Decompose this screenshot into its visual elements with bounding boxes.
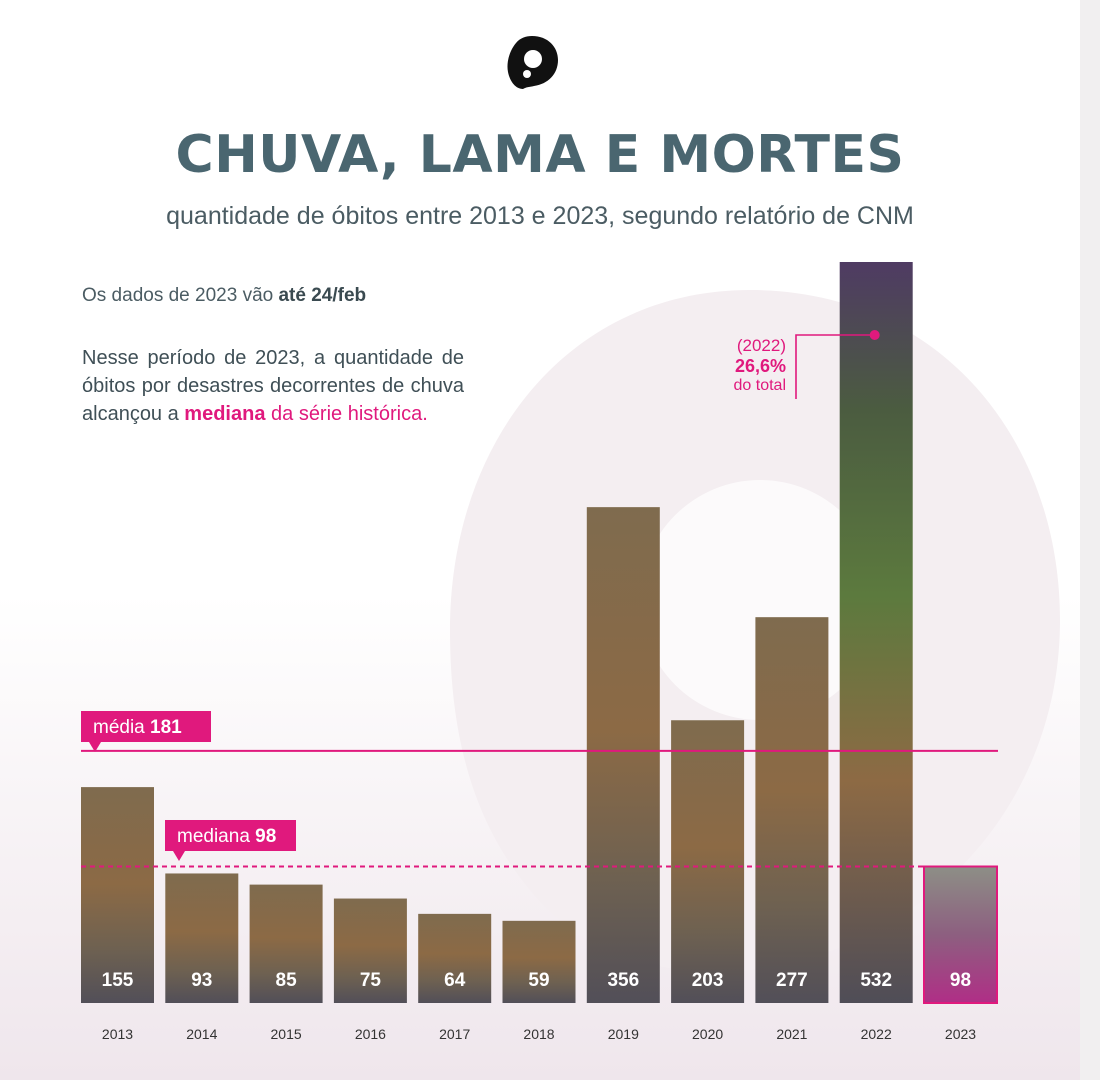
x-tick-label-2016: 2016: [355, 1026, 386, 1042]
x-tick-label-2015: 2015: [271, 1026, 302, 1042]
mean-tag-pointer: [89, 742, 101, 752]
bar-value-label-2019: 356: [607, 970, 639, 991]
bar-value-label-2015: 85: [276, 970, 298, 991]
bar-value-label-2023: 98: [950, 970, 971, 991]
share-annotation-year: (2022): [736, 336, 786, 355]
median-tag-label: mediana 98: [177, 826, 276, 847]
bar-2021: [755, 617, 829, 1003]
bar-2015: [249, 884, 323, 1003]
x-tick-label-2019: 2019: [608, 1026, 639, 1042]
median-tag-pointer: [173, 851, 185, 861]
bar-value-label-2018: 59: [528, 970, 549, 991]
ref-line-value: 98: [255, 826, 276, 847]
bar-value-label-2014: 93: [191, 970, 212, 991]
mean-tag: [81, 711, 211, 742]
reference-lines-group: média 181 mediana 98: [81, 711, 998, 868]
bar-2023: [923, 865, 998, 1004]
x-tick-label-2014: 2014: [186, 1026, 217, 1042]
median-note-suffix: da série histórica.: [265, 403, 428, 425]
bar-value-label-2022: 532: [860, 970, 892, 991]
x-tick-label-2021: 2021: [776, 1026, 807, 1042]
bar-2018: [502, 920, 576, 1003]
data-period-note: Os dados de 2023 vão até 24/feb: [82, 285, 366, 307]
share-annotation: (2022) 26,6% do total: [690, 336, 786, 396]
share-annotation-label: do total: [733, 377, 786, 394]
annotation-line: [795, 334, 875, 399]
x-tick-label-2022: 2022: [861, 1026, 892, 1042]
median-tag: [165, 820, 296, 851]
bars-group: [81, 262, 998, 1004]
bar-value-label-2016: 75: [360, 970, 382, 991]
x-tick-label-2018: 2018: [523, 1026, 554, 1042]
x-tick-label-2013: 2013: [102, 1026, 133, 1042]
data-period-note-text: Os dados de 2023 vão: [82, 285, 279, 306]
bar-2016: [333, 898, 407, 1003]
median-note: Nesse período de 2023, a quantidade de ó…: [82, 344, 464, 428]
labels-group: 155 2013 93 2014 85 2015 75 2016 64 2017 59 2018 356…: [102, 970, 977, 1042]
ref-line-value: 181: [150, 717, 182, 738]
bar-2014: [165, 873, 239, 1003]
page-title: CHUVA, LAMA E MORTES: [175, 125, 905, 185]
right-edge-strip: [1080, 0, 1100, 1080]
bar-value-label-2017: 64: [444, 970, 466, 991]
bar-2020: [671, 720, 745, 1003]
ref-line-name: mediana: [177, 826, 255, 847]
x-tick-label-2017: 2017: [439, 1026, 470, 1042]
annotation-connector: [795, 330, 880, 399]
mean-tag-label: média 181: [93, 717, 182, 738]
data-period-note-date: até 24/feb: [278, 285, 367, 306]
bar-2017: [418, 913, 492, 1003]
annotation-dot: [869, 330, 880, 340]
bar-value-label-2013: 155: [102, 970, 134, 991]
x-tick-label-2020: 2020: [692, 1026, 723, 1042]
x-tick-label-2023: 2023: [945, 1026, 976, 1042]
median-note-keyword: mediana: [184, 403, 266, 425]
median-note-text: Nesse período de 2023, a quantidade de ó…: [82, 347, 464, 425]
share-annotation-percent: 26,6%: [734, 356, 786, 376]
bar-2013: [81, 787, 154, 1003]
bar-2019: [586, 507, 660, 1003]
page-subtitle: quantidade de óbitos entre 2013 e 2023, …: [166, 202, 914, 230]
bar-2022: [839, 262, 913, 1003]
brand-logo-icon: [507, 36, 558, 89]
ref-line-name: média: [93, 717, 150, 738]
bar-value-label-2021: 277: [776, 970, 808, 991]
bar-value-label-2020: 203: [692, 970, 724, 991]
